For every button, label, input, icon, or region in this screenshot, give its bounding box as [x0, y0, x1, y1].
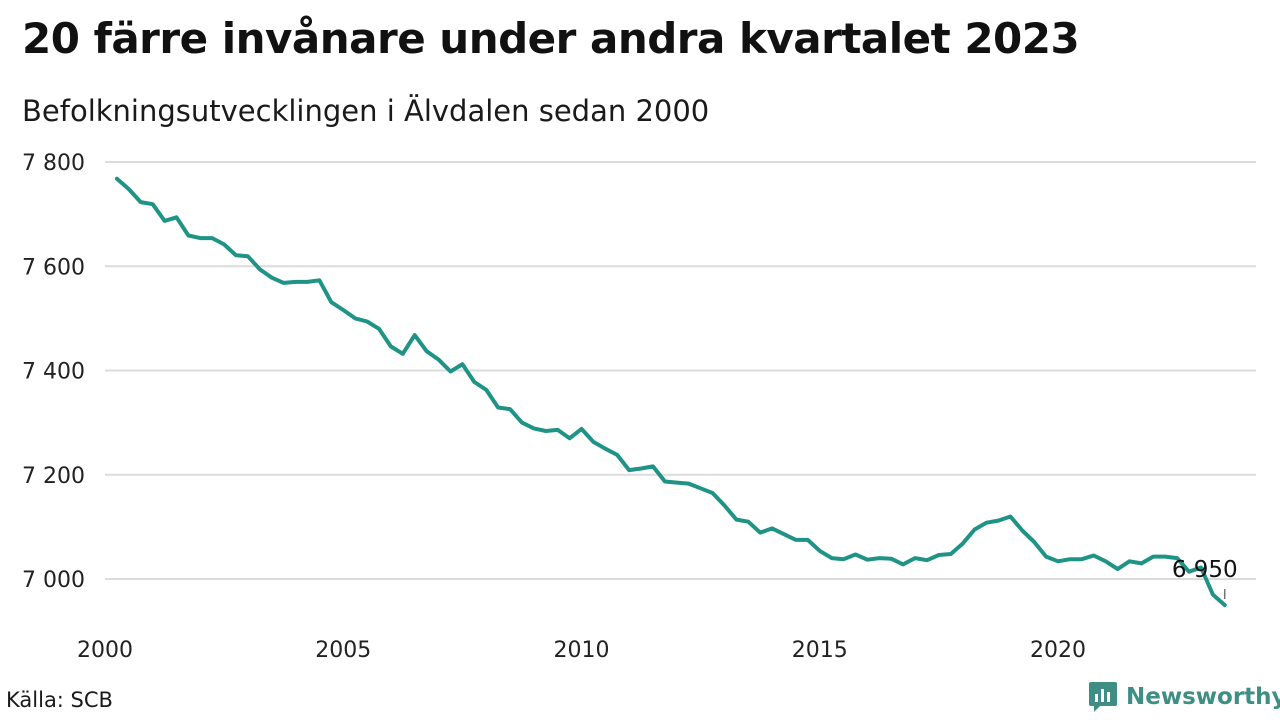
newsworthy-logo-icon — [1089, 682, 1117, 712]
x-tick-label: 2000 — [77, 638, 133, 663]
y-tick-label: 7 400 — [22, 360, 85, 385]
population-line — [114, 176, 1227, 608]
y-axis-tick-labels: 7 000 7 200 7 400 7 600 7 800 — [22, 151, 85, 593]
brand-name: Newsworthy — [1126, 684, 1280, 710]
chart-title: 20 färre invånare under andra kvartalet … — [22, 14, 1080, 63]
y-tick-label: 7 600 — [22, 255, 85, 280]
y-tick-label: 7 000 — [22, 568, 85, 593]
x-tick-label: 2010 — [554, 638, 610, 663]
x-axis-tick-labels: 2000 2005 2010 2015 2020 — [77, 638, 1086, 663]
x-tick-label: 2020 — [1030, 638, 1086, 663]
gridlines — [105, 161, 1256, 580]
x-tick-label: 2005 — [315, 638, 371, 663]
x-tick-label: 2015 — [792, 638, 848, 663]
y-tick-label: 7 200 — [22, 464, 85, 489]
y-tick-label: 7 800 — [22, 151, 85, 176]
annotation-label: 6 950 — [1172, 557, 1238, 583]
brand-logo: Newsworthy — [1088, 680, 1280, 714]
chart-subtitle: Befolkningsutvecklingen i Älvdalen sedan… — [22, 94, 710, 128]
source-note: Källa: SCB — [6, 688, 113, 712]
